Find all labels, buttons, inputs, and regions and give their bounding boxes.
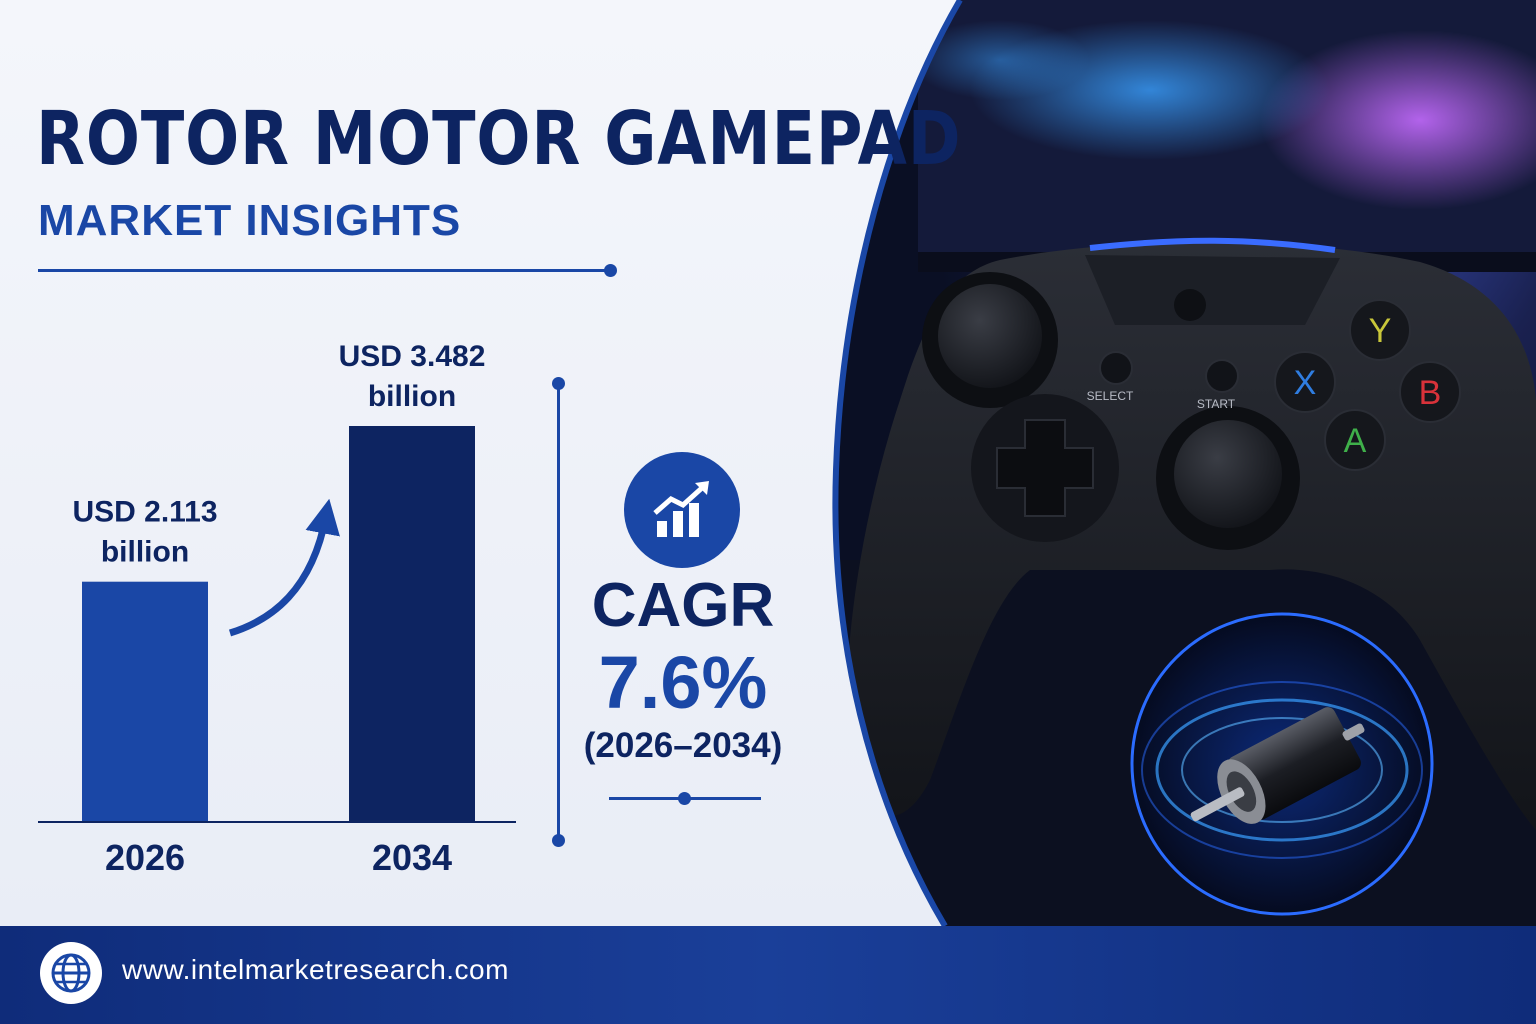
market-size-chart: USD 2.113 billion 2026 USD 3.482 billion 2034	[0, 300, 560, 900]
bar-unit-label: billion	[368, 380, 456, 413]
growth-chart-icon	[624, 452, 740, 568]
x-tick-label: 2034	[372, 837, 452, 878]
start-label: START	[1197, 397, 1236, 411]
face-button-letter: A	[1344, 422, 1367, 460]
face-button-x	[1274, 351, 1336, 413]
title-divider	[38, 269, 610, 272]
select-label: SELECT	[1087, 389, 1134, 403]
cagr-period: (2026–2034)	[583, 726, 783, 765]
cagr-value: 7.6%	[598, 641, 768, 724]
x-tick-label: 2026	[105, 837, 185, 878]
face-button-letter: B	[1419, 374, 1442, 412]
face-button-b	[1399, 361, 1461, 423]
footer-bar	[0, 926, 1536, 1024]
vertical-divider	[557, 384, 560, 840]
vertical-divider-dot-bottom	[552, 834, 565, 847]
page-title: ROTOR MOTOR GAMEPAD	[36, 96, 962, 182]
face-button-letter: X	[1294, 364, 1317, 402]
bar-2034	[349, 426, 475, 822]
bar-unit-label: billion	[101, 536, 189, 569]
page-subtitle: MARKET INSIGHTS	[38, 196, 462, 245]
face-button-a	[1324, 409, 1386, 471]
growth-arrow-icon	[228, 498, 340, 637]
face-buttons: Y X B A	[1274, 299, 1461, 471]
title-divider-dot	[604, 264, 617, 277]
cagr-label: CAGR	[591, 571, 775, 640]
face-button-letter: Y	[1369, 312, 1392, 350]
website-link[interactable]: www.intelmarketresearch.com	[122, 954, 509, 985]
globe-icon	[40, 942, 102, 1004]
face-button-y	[1349, 299, 1411, 361]
vertical-divider-dot-top	[552, 377, 565, 390]
bar-value-label: USD 2.113	[72, 496, 217, 529]
gamepad-photo: SELECT START Y X B A	[832, 0, 1536, 926]
bar-value-label: USD 3.482	[339, 340, 486, 373]
bar-2026	[82, 581, 208, 822]
cagr-divider-dot	[678, 792, 691, 805]
